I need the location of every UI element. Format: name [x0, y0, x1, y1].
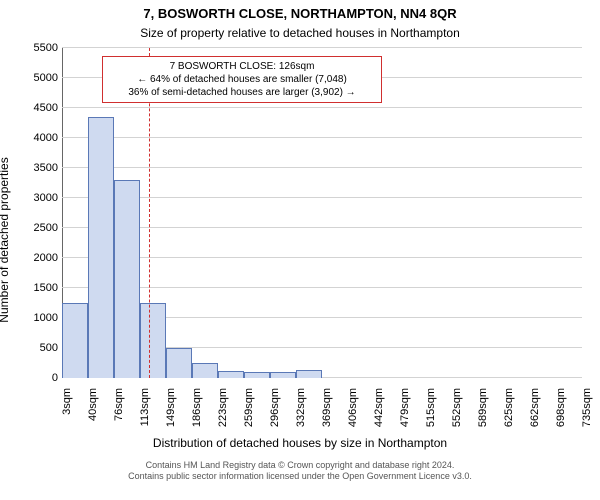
gridline: [62, 137, 582, 138]
x-tick-label: 259sqm: [243, 388, 255, 443]
histogram-bar: [218, 371, 244, 378]
x-tick-label: 332sqm: [295, 388, 307, 443]
y-tick-label: 2500: [34, 222, 58, 234]
y-tick-label: 1000: [34, 312, 58, 324]
gridline: [62, 107, 582, 108]
histogram-bar: [88, 117, 114, 378]
x-tick-label: 625sqm: [503, 388, 515, 443]
gridline: [62, 47, 582, 48]
chart-title-address: 7, BOSWORTH CLOSE, NORTHAMPTON, NN4 8QR: [0, 6, 600, 21]
histogram-plot: 0500100015002000250030003500400045005000…: [62, 48, 582, 378]
x-tick-label: 369sqm: [321, 388, 333, 443]
histogram-bar: [166, 348, 192, 378]
y-tick-label: 2000: [34, 252, 58, 264]
annotation-box: 7 BOSWORTH CLOSE: 126sqm← 64% of detache…: [102, 56, 382, 103]
y-tick-label: 4000: [34, 132, 58, 144]
x-tick-label: 735sqm: [581, 388, 593, 443]
gridline: [62, 287, 582, 288]
histogram-bar: [140, 303, 166, 378]
x-tick-label: 223sqm: [217, 388, 229, 443]
y-tick-label: 5000: [34, 72, 58, 84]
annotation-line: 7 BOSWORTH CLOSE: 126sqm: [107, 60, 377, 73]
gridline: [62, 167, 582, 168]
footer-line-2: Contains public sector information licen…: [0, 471, 600, 482]
y-tick-label: 3000: [34, 192, 58, 204]
histogram-bar: [244, 372, 270, 378]
x-tick-label: 186sqm: [191, 388, 203, 443]
gridline: [62, 197, 582, 198]
x-tick-label: 406sqm: [347, 388, 359, 443]
y-tick-label: 1500: [34, 282, 58, 294]
annotation-line: ← 64% of detached houses are smaller (7,…: [107, 73, 377, 86]
annotation-line: 36% of semi-detached houses are larger (…: [107, 86, 377, 99]
histogram-bar: [62, 303, 88, 378]
x-tick-label: 515sqm: [425, 388, 437, 443]
x-tick-label: 698sqm: [555, 388, 567, 443]
x-tick-label: 479sqm: [399, 388, 411, 443]
footer-attribution: Contains HM Land Registry data © Crown c…: [0, 460, 600, 483]
gridline: [62, 227, 582, 228]
page-root: 7, BOSWORTH CLOSE, NORTHAMPTON, NN4 8QR …: [0, 0, 600, 500]
chart-title-sub: Size of property relative to detached ho…: [0, 26, 600, 40]
x-tick-label: 442sqm: [373, 388, 385, 443]
x-tick-label: 3sqm: [61, 388, 73, 443]
histogram-bar: [192, 363, 218, 378]
histogram-bar: [296, 370, 322, 378]
y-tick-label: 0: [52, 372, 58, 384]
histogram-bar: [114, 180, 140, 378]
gridline: [62, 257, 582, 258]
y-axis-label: Number of detached properties: [0, 157, 11, 322]
x-tick-label: 40sqm: [87, 388, 99, 443]
y-tick-label: 4500: [34, 102, 58, 114]
x-tick-label: 76sqm: [113, 388, 125, 443]
x-tick-label: 552sqm: [451, 388, 463, 443]
histogram-bar: [270, 372, 296, 378]
x-tick-label: 662sqm: [529, 388, 541, 443]
x-axis-title: Distribution of detached houses by size …: [0, 436, 600, 450]
y-tick-label: 500: [40, 342, 58, 354]
x-tick-label: 149sqm: [165, 388, 177, 443]
footer-line-1: Contains HM Land Registry data © Crown c…: [0, 460, 600, 471]
y-tick-label: 3500: [34, 162, 58, 174]
x-tick-label: 113sqm: [139, 388, 151, 443]
x-tick-label: 296sqm: [269, 388, 281, 443]
y-tick-label: 5500: [34, 42, 58, 54]
x-tick-label: 589sqm: [477, 388, 489, 443]
